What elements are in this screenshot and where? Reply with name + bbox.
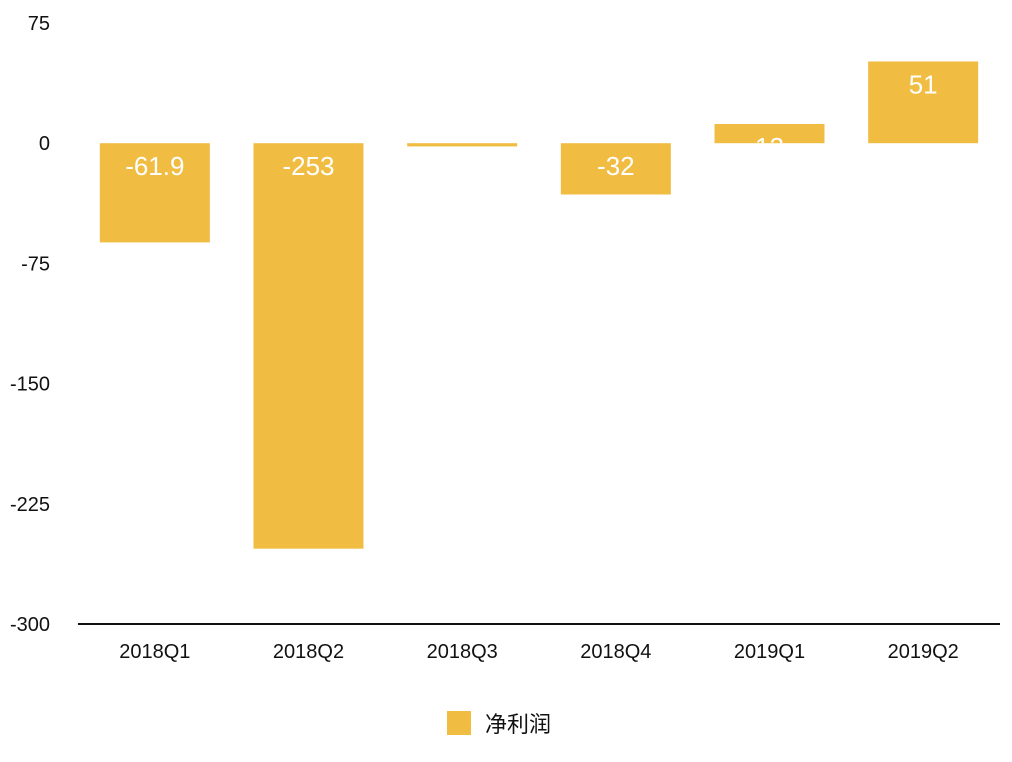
bar-2018Q4 [560,143,671,195]
y-tick-label-0: 75 [28,13,50,35]
bar-2018Q2 [253,143,364,549]
bar-2018Q1 [99,143,210,243]
x-tick-label-2018Q2: 2018Q2 [273,641,344,663]
data-label-2018Q4: -32 [597,151,635,181]
y-tick-label-4: -225 [10,494,50,516]
y-axis-ticks: 75 0 -75 -150 -225 -300 [10,13,50,636]
y-tick-label-1: 0 [39,133,50,155]
bar-2019Q1 [714,123,825,144]
data-labels: -61.9 -253 -32 12 51 [125,69,937,181]
x-tick-label-2018Q3: 2018Q3 [427,641,498,663]
x-axis-ticks: 2018Q1 2018Q2 2018Q3 2018Q4 2019Q1 2019Q2 [119,641,959,663]
legend: 净利润 [447,708,551,738]
legend-label: 净利润 [485,713,552,738]
x-tick-label-2018Q4: 2018Q4 [580,641,651,663]
data-label-2019Q2: 51 [909,69,938,99]
y-tick-label-3: -150 [10,374,50,396]
bar-2019Q2 [868,61,979,144]
x-tick-label-2018Q1: 2018Q1 [119,641,190,663]
data-label-2018Q1: -61.9 [125,151,184,181]
x-tick-label-2019Q2: 2019Q2 [888,641,959,663]
x-tick-label-2019Q1: 2019Q1 [734,641,805,663]
bars [99,61,979,549]
y-tick-label-2: -75 [21,253,50,275]
data-label-2018Q2: -253 [282,151,334,181]
data-label-2019Q1: 12 [755,132,784,162]
legend-swatch [447,711,471,735]
bar-chart: 75 0 -75 -150 -225 -300 -61.9 -253 -32 12 51 2018… [10,13,1000,663]
bar-2018Q3 [407,143,518,147]
y-tick-label-5: -300 [10,614,50,636]
